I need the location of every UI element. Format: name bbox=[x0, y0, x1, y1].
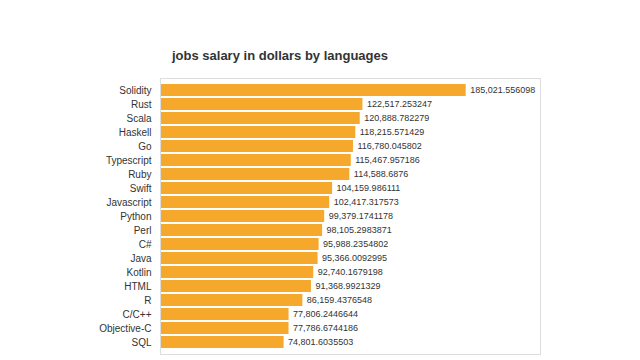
svg-text:95,366.0092995: 95,366.0092995 bbox=[322, 253, 387, 263]
svg-text:122,517.253247: 122,517.253247 bbox=[367, 99, 432, 109]
svg-text:115,467.957186: 115,467.957186 bbox=[355, 155, 419, 165]
svg-text:77,786.6744186: 77,786.6744186 bbox=[293, 323, 358, 333]
svg-text:Ruby: Ruby bbox=[128, 169, 151, 180]
svg-text:104,159.986111: 104,159.986111 bbox=[337, 183, 401, 193]
svg-text:Swift: Swift bbox=[130, 183, 152, 194]
svg-text:114,588.6876: 114,588.6876 bbox=[354, 169, 408, 179]
svg-text:185,021.556098: 185,021.556098 bbox=[470, 85, 535, 95]
svg-text:SQL: SQL bbox=[131, 337, 151, 348]
svg-text:102,417.317573: 102,417.317573 bbox=[334, 197, 399, 207]
svg-text:Objective-C: Objective-C bbox=[99, 323, 151, 334]
svg-text:Javascript: Javascript bbox=[106, 197, 151, 208]
html-text:jobs salary in dollars by lang: jobs salary in dollars by languages bbox=[172, 48, 388, 63]
svg-text:Scala: Scala bbox=[126, 113, 151, 124]
svg-text:Java: Java bbox=[130, 253, 152, 264]
svg-text:HTML: HTML bbox=[124, 281, 152, 292]
svg-text:R: R bbox=[144, 295, 151, 306]
svg-text:C/C++: C/C++ bbox=[123, 309, 152, 320]
svg-text:99,379.1741178: 99,379.1741178 bbox=[329, 211, 393, 221]
svg-text:92,740.1679198: 92,740.1679198 bbox=[318, 267, 383, 277]
svg-text:120,888.782279: 120,888.782279 bbox=[364, 113, 429, 123]
svg-text:Haskell: Haskell bbox=[119, 127, 152, 138]
svg-text:Python: Python bbox=[120, 211, 151, 222]
svg-text:Rust: Rust bbox=[131, 99, 152, 110]
svg-text:C#: C# bbox=[139, 239, 152, 250]
svg-text:Solidity: Solidity bbox=[119, 85, 151, 96]
svg-text:Typescript: Typescript bbox=[106, 155, 152, 166]
svg-text:91,368.9921329: 91,368.9921329 bbox=[315, 281, 380, 291]
svg-text:118,215.571429: 118,215.571429 bbox=[360, 127, 424, 137]
svg-text:Kotlin: Kotlin bbox=[126, 267, 151, 278]
svg-text:77,806.2446644: 77,806.2446644 bbox=[293, 309, 358, 319]
svg-text:116,780.045802: 116,780.045802 bbox=[357, 141, 421, 151]
svg-text:95,988.2354802: 95,988.2354802 bbox=[323, 239, 388, 249]
svg-text:Go: Go bbox=[138, 141, 152, 152]
svg-text:86,159.4376548: 86,159.4376548 bbox=[307, 295, 372, 305]
svg-text:98,105.2983871: 98,105.2983871 bbox=[327, 225, 392, 235]
svg-text:Perl: Perl bbox=[134, 225, 152, 236]
svg-text:74,801.6035503: 74,801.6035503 bbox=[288, 337, 353, 347]
